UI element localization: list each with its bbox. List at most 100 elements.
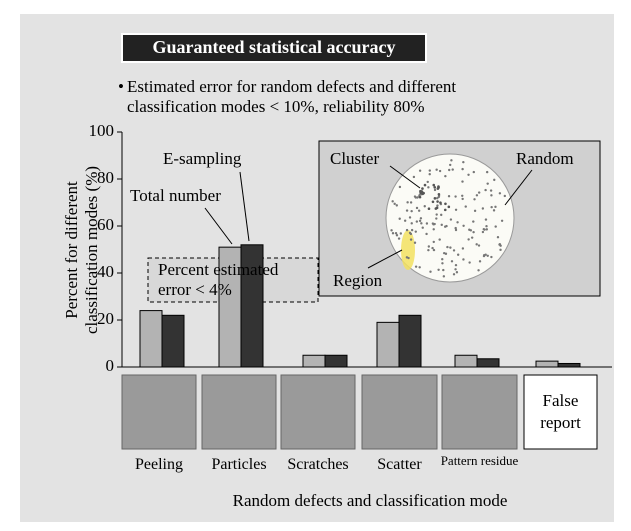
- defect-dot: [454, 195, 456, 197]
- defect-dot: [497, 236, 499, 238]
- defect-dot: [415, 265, 417, 267]
- defect-dot: [446, 246, 448, 248]
- defect-dot: [468, 229, 470, 231]
- defect-dot: [493, 179, 495, 181]
- defect-dot: [441, 262, 443, 264]
- defect-dot: [467, 174, 469, 176]
- defect-dot: [422, 226, 424, 228]
- defect-dot: [424, 205, 426, 207]
- defect-dot: [465, 205, 467, 207]
- defect-dot: [486, 171, 488, 173]
- defect-dot: [420, 217, 422, 219]
- defect-dot: [418, 266, 420, 268]
- defect-dot: [461, 180, 463, 182]
- defect-dot: [472, 231, 474, 233]
- defect-dot: [431, 247, 433, 249]
- defect-dot: [483, 228, 485, 230]
- x-tick-label: Peeling: [114, 455, 204, 475]
- bar: [303, 355, 325, 367]
- defect-dot: [499, 192, 501, 194]
- defect-dot: [443, 275, 445, 277]
- defect-dot: [454, 227, 456, 229]
- defect-dot: [494, 225, 496, 227]
- defect-dot: [414, 242, 416, 244]
- defect-dot: [457, 254, 459, 256]
- defect-dot: [436, 200, 439, 203]
- defect-dot: [452, 168, 454, 170]
- defect-dot: [419, 196, 422, 199]
- defect-dot: [462, 258, 464, 260]
- defect-dot: [411, 222, 413, 224]
- defect-dot: [395, 232, 397, 234]
- defect-dot: [456, 271, 458, 273]
- defect-dot: [406, 229, 408, 231]
- defect-dot: [468, 261, 470, 263]
- y-tick-label: 40: [97, 262, 114, 281]
- defect-dot: [432, 200, 435, 203]
- defect-dot: [435, 168, 437, 170]
- defect-dot: [451, 260, 453, 262]
- defect-dot: [439, 201, 442, 204]
- defect-dot: [418, 210, 420, 212]
- defect-dot: [435, 217, 437, 219]
- defect-dot: [443, 252, 445, 254]
- defect-dot: [499, 249, 501, 251]
- defect-dot: [475, 243, 477, 245]
- defect-dot: [490, 206, 492, 208]
- defect-dot: [436, 197, 438, 199]
- thumbnail: [202, 375, 276, 449]
- y-tick-label: 60: [97, 215, 114, 234]
- defect-dot: [400, 232, 402, 234]
- defect-dot: [455, 264, 457, 266]
- legend-label: Total number: [130, 186, 221, 205]
- defect-dot: [406, 209, 408, 211]
- bar: [536, 361, 558, 367]
- defect-dot: [453, 249, 455, 251]
- defect-dot: [429, 169, 431, 171]
- x-tick-label: Scratches: [273, 455, 363, 475]
- defect-dot: [462, 247, 464, 249]
- defect-dot: [410, 201, 412, 203]
- defect-dot: [399, 186, 401, 188]
- defect-dot: [433, 228, 435, 230]
- defect-dot: [438, 193, 441, 196]
- bar: [455, 355, 477, 367]
- defect-dot: [487, 255, 489, 257]
- defect-dot: [406, 201, 408, 203]
- bar: [399, 315, 421, 367]
- defect-dot: [421, 187, 424, 190]
- defect-dot: [392, 232, 394, 234]
- x-label: Random defects and classification mode: [233, 491, 508, 510]
- defect-dot: [434, 197, 437, 200]
- defect-dot: [448, 169, 450, 171]
- defect-dot: [474, 210, 476, 212]
- defect-dot: [478, 191, 480, 193]
- defect-dot: [428, 245, 430, 247]
- subtitle: Estimated error for random defects and d…: [127, 77, 547, 117]
- defect-dot: [493, 209, 495, 211]
- y-tick-label: 0: [106, 356, 115, 375]
- thumbnail: [442, 375, 517, 449]
- defect-dot: [450, 159, 452, 161]
- defect-dot: [410, 233, 412, 235]
- defect-dot: [414, 195, 416, 197]
- defect-dot: [478, 244, 480, 246]
- defect-dot: [393, 203, 395, 205]
- defect-dot: [425, 233, 427, 235]
- defect-dot: [486, 182, 488, 184]
- defect-dot: [440, 214, 442, 216]
- defect-dot: [432, 223, 434, 225]
- defect-dot: [407, 257, 409, 259]
- defect-dot: [391, 200, 393, 202]
- defect-dot: [426, 222, 428, 224]
- chart-title: Guaranteed statistical accuracy: [153, 37, 396, 57]
- defect-dot: [416, 220, 418, 222]
- defect-dot: [450, 218, 452, 220]
- defect-dot: [404, 220, 406, 222]
- inset-label: Cluster: [330, 149, 379, 168]
- defect-dot: [438, 238, 440, 240]
- defect-dot: [390, 229, 392, 231]
- defect-dot: [434, 189, 436, 191]
- defect-dot: [410, 238, 412, 240]
- defect-dot: [461, 168, 463, 170]
